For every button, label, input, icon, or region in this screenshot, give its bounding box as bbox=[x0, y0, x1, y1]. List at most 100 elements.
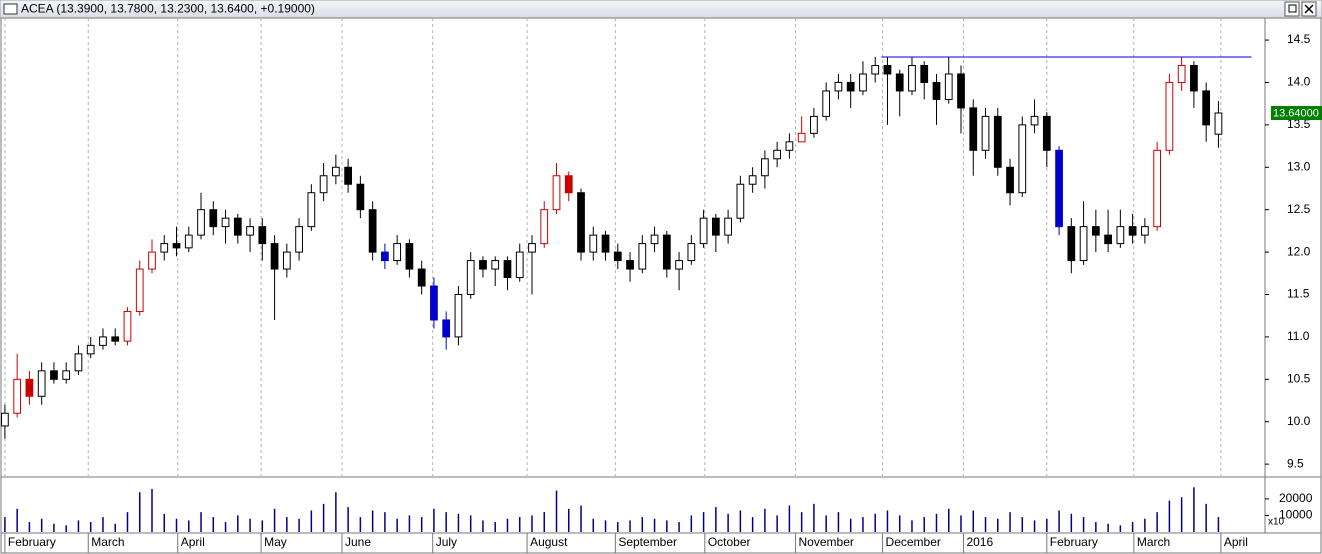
candle-body bbox=[37, 370, 46, 397]
candle-body bbox=[393, 243, 402, 262]
candle-body bbox=[466, 260, 475, 295]
last-price-box bbox=[1271, 105, 1322, 120]
candle-body bbox=[920, 64, 929, 83]
candle-body bbox=[148, 251, 156, 270]
y-tick-label: 10.0 bbox=[1287, 414, 1311, 428]
candle-body bbox=[1042, 115, 1051, 151]
candle-body bbox=[675, 260, 683, 270]
candle-body bbox=[871, 64, 880, 75]
y-tick-label: 12.0 bbox=[1287, 244, 1311, 258]
candle-body bbox=[993, 115, 1002, 168]
candle-body bbox=[135, 268, 144, 312]
chart-title: ACEA (13.3900, 13.7800, 13.2300, 13.6400… bbox=[21, 2, 315, 16]
candle-body bbox=[1, 412, 9, 427]
candle-body bbox=[1091, 226, 1100, 236]
candle-body bbox=[331, 166, 340, 177]
candle-body bbox=[552, 175, 561, 211]
candle-body bbox=[86, 344, 95, 355]
candle-body bbox=[969, 107, 978, 151]
candle-body bbox=[99, 336, 107, 346]
candle-body bbox=[1030, 115, 1039, 126]
y-tick-label: 13.5 bbox=[1287, 117, 1311, 131]
x-tick-label: April bbox=[181, 535, 205, 549]
candle-body bbox=[1190, 64, 1198, 92]
candle-body bbox=[822, 90, 831, 117]
volume-unit-label: x10 bbox=[1268, 517, 1285, 528]
candle-body bbox=[172, 243, 181, 249]
candle-body bbox=[699, 217, 708, 245]
candle-body bbox=[1006, 166, 1014, 194]
candle-body bbox=[761, 158, 769, 177]
candle-body bbox=[810, 115, 818, 134]
candle-body bbox=[846, 81, 855, 92]
frame bbox=[0, 17, 1322, 554]
candle-body bbox=[13, 378, 22, 414]
maximize-icon bbox=[1288, 4, 1297, 13]
candle-body bbox=[1141, 226, 1149, 236]
candle-body bbox=[503, 260, 512, 279]
candle-body bbox=[1055, 149, 1063, 228]
candle-body bbox=[981, 115, 990, 151]
candle-body bbox=[613, 251, 622, 262]
candle-body bbox=[711, 217, 720, 236]
candle-body bbox=[1153, 149, 1162, 228]
candle-body bbox=[344, 166, 352, 185]
x-tick-label: 2016 bbox=[966, 535, 993, 549]
candle-body bbox=[1116, 226, 1125, 245]
y-tick-label: 11.5 bbox=[1287, 287, 1310, 301]
candle-body bbox=[1128, 226, 1137, 236]
candle-body bbox=[1165, 81, 1174, 151]
candle-body bbox=[307, 192, 316, 228]
candle-body bbox=[123, 310, 132, 342]
candle-body bbox=[1177, 64, 1186, 83]
x-tick-label: February bbox=[8, 535, 56, 549]
maximize-button[interactable] bbox=[1284, 1, 1300, 17]
window-icon bbox=[3, 3, 18, 15]
volume-tick-label: 10000 bbox=[1279, 508, 1313, 522]
candle-body bbox=[932, 81, 941, 100]
candle-body bbox=[577, 192, 585, 253]
candle-body bbox=[381, 251, 389, 262]
candle-body bbox=[626, 260, 634, 270]
candle-body bbox=[748, 175, 757, 185]
candle-body bbox=[773, 149, 782, 160]
y-tick-label: 9.5 bbox=[1287, 456, 1304, 470]
candle-body bbox=[1214, 112, 1223, 135]
x-tick-label: June bbox=[345, 535, 371, 549]
candle-body bbox=[859, 73, 867, 92]
candle-body bbox=[491, 260, 500, 270]
candle-body bbox=[895, 73, 904, 92]
candle-body bbox=[246, 226, 254, 236]
candle-body bbox=[209, 209, 218, 228]
x-tick-label: February bbox=[1050, 535, 1098, 549]
candle-body bbox=[564, 175, 573, 194]
candle-body bbox=[282, 251, 291, 270]
candle-body bbox=[160, 243, 169, 253]
candle-body bbox=[638, 243, 647, 270]
candle-body bbox=[50, 370, 58, 380]
candle-body bbox=[270, 243, 279, 270]
x-tick-label: April bbox=[1224, 535, 1248, 549]
candle-body bbox=[233, 217, 242, 236]
candle-body bbox=[319, 175, 328, 194]
candle-body bbox=[957, 73, 965, 109]
candle-body bbox=[797, 132, 806, 143]
candle-body bbox=[74, 353, 83, 372]
candle-body bbox=[944, 73, 953, 100]
candle-body bbox=[540, 209, 549, 245]
candle-body bbox=[111, 336, 120, 342]
candle-body bbox=[479, 260, 487, 270]
x-tick-label: November bbox=[799, 535, 854, 549]
last-price-label: 13.64000 bbox=[1273, 107, 1319, 119]
candle-body bbox=[785, 141, 794, 151]
candle-body bbox=[834, 81, 843, 92]
x-tick-label: September bbox=[618, 535, 677, 549]
y-tick-label: 14.0 bbox=[1287, 75, 1311, 89]
y-tick-label: 14.5 bbox=[1287, 32, 1311, 46]
candle-body bbox=[454, 293, 463, 338]
volume-tick-label: 20000 bbox=[1279, 491, 1313, 505]
candle-body bbox=[908, 64, 916, 92]
close-icon bbox=[1304, 4, 1314, 14]
